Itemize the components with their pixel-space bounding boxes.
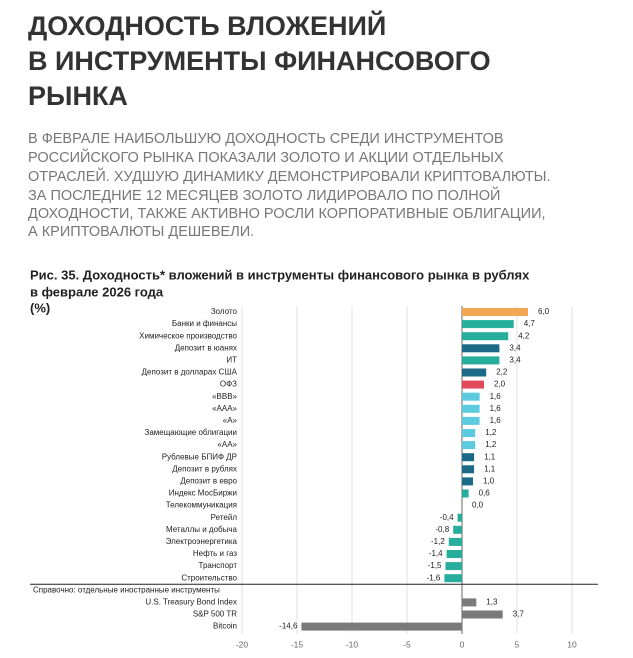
category-label: ИТ	[226, 356, 237, 365]
category-label: U.S. Treasury Bond Index	[145, 598, 237, 607]
bar	[445, 562, 462, 571]
category-label: Ретейл	[211, 513, 238, 522]
value-label: 1,2	[485, 428, 497, 437]
bar	[457, 513, 462, 522]
value-label: 0,0	[472, 501, 484, 510]
category-label: Химическое производство	[139, 331, 237, 340]
title-line: В ИНСТРУМЕНТЫ ФИНАНСОВОГО	[28, 46, 491, 76]
category-label: «AAA»	[212, 404, 237, 413]
lead-line: ЗА ПОСЛЕДНИЕ 12 МЕСЯЦЕВ ЗОЛОТО ЛИДИРОВАЛ…	[28, 186, 500, 204]
bar	[446, 550, 462, 558]
value-label: -1,6	[427, 573, 441, 582]
value-label: 1,6	[490, 392, 502, 401]
category-label: Депозит в рублях	[172, 464, 237, 473]
bar	[462, 332, 509, 341]
category-label: Телекоммуникация	[166, 501, 237, 510]
value-label: 3,4	[509, 356, 521, 365]
category-label: «BBB»	[212, 392, 237, 401]
category-label: Замещающие облигации	[144, 428, 237, 437]
category-label: Транспорт	[199, 561, 238, 570]
bar	[444, 574, 462, 583]
bar	[462, 453, 475, 462]
category-label: Депозит в долларах США	[142, 368, 238, 377]
category-label: Нефть и газ	[193, 549, 237, 558]
lead-line: ОТРАСЛЕЙ. ХУДШУЮ ДИНАМИКУ ДЕМОНСТРИРОВАЛ…	[28, 167, 551, 185]
section-label: Справочно: отдельные иностранные инструм…	[33, 585, 220, 594]
value-label: 1,1	[484, 452, 496, 461]
lead: В ФЕВРАЛЕ НАИБОЛЬШУЮ ДОХОДНОСТЬ СРЕДИ ИН…	[28, 131, 551, 240]
value-label: -1,5	[428, 561, 442, 570]
category-label: Депозит в юанях	[175, 343, 237, 352]
category-label: «AA»	[217, 440, 237, 449]
chart-title: Рис. 35. Доходность* вложений в инструме…	[30, 267, 530, 282]
category-label: Металлы и добыча	[166, 525, 238, 534]
x-tick-label: -10	[346, 639, 359, 649]
value-label: 1,1	[484, 464, 496, 473]
value-label: 1,3	[486, 598, 498, 607]
x-tick-label: 5	[515, 639, 520, 649]
category-label: Банки и финансы	[172, 319, 237, 328]
value-label: 1,2	[485, 440, 497, 449]
bar	[462, 429, 476, 437]
bar	[462, 610, 503, 619]
bar	[462, 368, 487, 377]
lead-line: ДОХОДНОСТИ, ТАКЖЕ АКТИВНО РОСЛИ КОРПОРАТ…	[28, 206, 546, 222]
value-label: -14,6	[279, 622, 298, 631]
bar	[462, 416, 480, 425]
category-label: Электроэнергетика	[166, 537, 238, 546]
x-tick-label: -5	[403, 639, 411, 649]
lead-line: РОССИЙСКОГО РЫНКА ПОКАЗАЛИ ЗОЛОТО И АКЦИ…	[28, 148, 504, 166]
bar	[462, 465, 475, 474]
chart-title: в феврале 2026 года	[30, 284, 164, 299]
category-label: Золото	[211, 307, 238, 316]
bar	[448, 537, 462, 546]
bar	[462, 441, 476, 450]
value-label: 6,0	[538, 307, 550, 316]
value-label: -1,2	[431, 537, 445, 546]
bar	[462, 489, 469, 498]
title-line: РЫНКА	[28, 81, 128, 111]
value-label: 1,6	[490, 404, 502, 413]
category-label: Bitcoin	[213, 622, 237, 631]
bar	[462, 598, 477, 607]
bar	[462, 404, 480, 413]
x-tick-label: -20	[236, 639, 249, 649]
value-label: 2,2	[496, 368, 508, 377]
bar	[453, 525, 462, 534]
value-label: 0,6	[479, 489, 491, 498]
category-label: Депозит в евро	[180, 477, 237, 486]
value-label: -0,8	[435, 525, 449, 534]
value-label: -1,4	[429, 549, 443, 558]
bar	[462, 344, 500, 353]
lead-line: А КРИПТОВАЛЮТЫ ДЕШЕВЕЛИ.	[28, 224, 254, 240]
bar	[462, 356, 500, 365]
unit: (%)	[30, 300, 50, 315]
bar	[462, 308, 528, 316]
value-label: 4,7	[524, 319, 536, 328]
x-tick-label: 10	[567, 639, 577, 649]
value-label: 4,2	[518, 331, 530, 340]
value-label: 3,4	[509, 343, 521, 352]
bar	[462, 320, 514, 329]
category-label: Рублевые БПИФ ДР	[162, 452, 237, 461]
bar	[462, 392, 480, 401]
value-label: 3,7	[513, 610, 525, 619]
value-label: -0,4	[440, 513, 454, 522]
category-label: S&P 500 TR	[193, 610, 237, 619]
bar	[462, 477, 473, 486]
category-label: «A»	[223, 416, 238, 425]
category-label: Строительство	[181, 573, 237, 582]
bar	[301, 622, 462, 631]
value-label: 1,6	[490, 416, 502, 425]
category-label: ОФЗ	[220, 380, 237, 389]
title-line: ДОХОДНОСТЬ ВЛОЖЕНИЙ	[28, 10, 386, 41]
x-tick-label: -15	[291, 639, 304, 649]
value-label: 2,0	[494, 380, 506, 389]
x-tick-label: 0	[460, 639, 465, 649]
bar	[462, 380, 484, 389]
lead-line: В ФЕВРАЛЕ НАИБОЛЬШУЮ ДОХОДНОСТЬ СРЕДИ ИН…	[28, 131, 504, 147]
category-label: Индекс МосБиржи	[169, 489, 237, 498]
value-label: 1,0	[483, 477, 495, 486]
